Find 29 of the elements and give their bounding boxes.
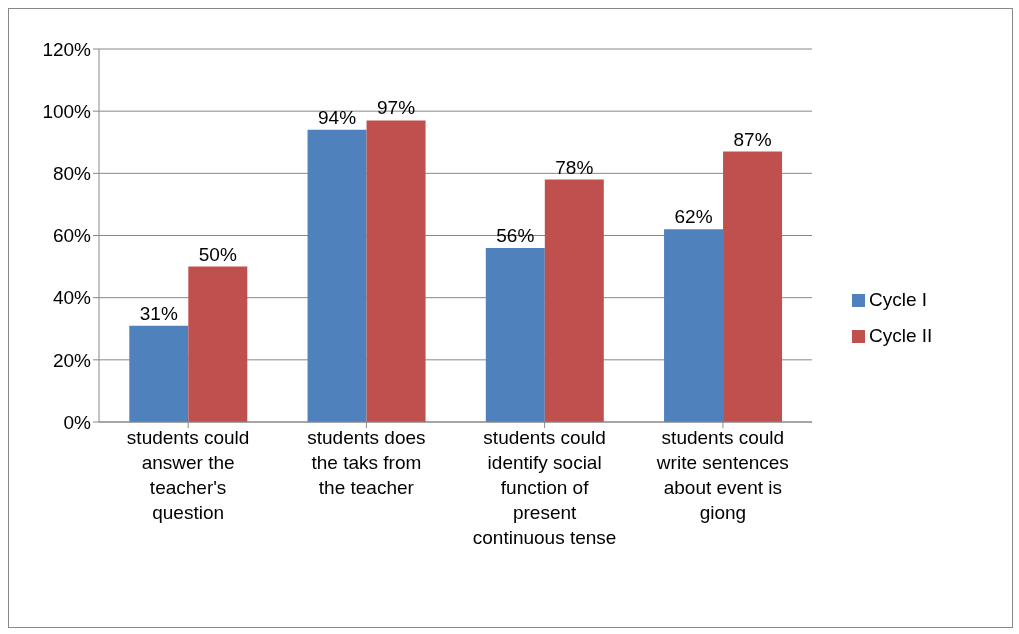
bar bbox=[723, 151, 783, 422]
x-tick-label: students could answer the teacher's question bbox=[126, 427, 250, 523]
x-tick-label: students could write sentences about event is giong bbox=[655, 427, 789, 523]
y-tick-label: 20% bbox=[52, 349, 92, 371]
y-tick-label: 0% bbox=[63, 411, 92, 433]
y-tick-label: 60% bbox=[52, 225, 92, 247]
bar bbox=[544, 179, 604, 422]
data-label: 97% bbox=[377, 97, 416, 119]
data-label: 94% bbox=[318, 106, 357, 128]
bar bbox=[129, 325, 189, 422]
y-tick-label: 40% bbox=[52, 287, 92, 309]
y-tick-label: 100% bbox=[42, 100, 92, 122]
data-label: 78% bbox=[555, 156, 594, 178]
legend-label: Cycle II bbox=[869, 325, 933, 346]
bar bbox=[664, 229, 724, 422]
bar bbox=[485, 247, 545, 422]
x-tick-label: students does the taks from the teacher bbox=[307, 427, 426, 498]
bar bbox=[307, 129, 367, 422]
data-label: 62% bbox=[674, 206, 713, 228]
data-label: 31% bbox=[139, 302, 178, 324]
bar bbox=[188, 266, 248, 422]
y-tick-label: 120% bbox=[42, 38, 92, 60]
bar bbox=[366, 120, 426, 422]
data-label: 87% bbox=[733, 128, 772, 150]
data-label: 56% bbox=[496, 224, 535, 246]
y-tick-label: 80% bbox=[52, 163, 92, 185]
x-tick-label: students could identify social function of present continuous tense bbox=[472, 427, 617, 548]
data-label: 50% bbox=[198, 243, 237, 265]
legend-label: Cycle I bbox=[869, 289, 928, 310]
